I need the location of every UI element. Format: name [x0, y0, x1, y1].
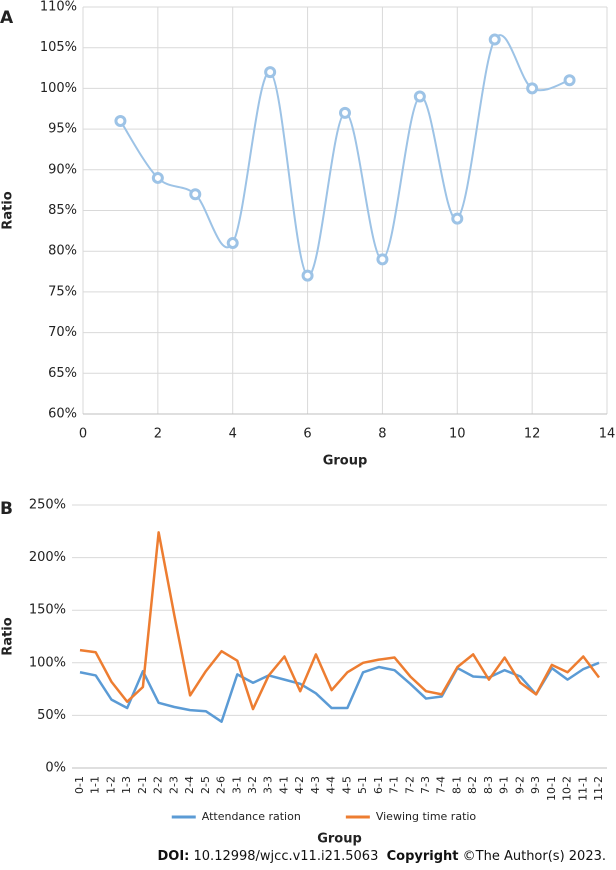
x-tick-label: 2-1	[136, 776, 149, 794]
x-tick-label: 0	[79, 427, 87, 442]
panel-label: A	[0, 8, 14, 28]
marker	[376, 253, 389, 266]
marker	[301, 269, 314, 282]
y-axis-label: Ratio	[1, 191, 16, 229]
x-tick-label: 3-1	[230, 776, 243, 794]
x-tick-label: 7-2	[403, 776, 416, 794]
y-tick-label: 65%	[48, 366, 77, 381]
x-tick-label: 2-6	[215, 776, 228, 794]
y-tick-label: 80%	[48, 244, 77, 259]
x-tick-label: 7-4	[435, 776, 448, 794]
marker	[264, 66, 277, 79]
y-tick-label: 150%	[29, 603, 66, 618]
x-tick-label: 0-1	[73, 776, 86, 794]
marker	[563, 74, 576, 87]
x-tick-label: 5-1	[356, 776, 369, 794]
series-line	[79, 531, 601, 711]
x-tick-label: 8-3	[482, 776, 495, 794]
y-tick-label: 110%	[40, 0, 77, 15]
y-tick-label: 60%	[48, 407, 77, 422]
marker	[151, 171, 164, 184]
panel-label: B	[0, 499, 13, 519]
doi-label: DOI:	[157, 849, 190, 864]
x-tick-label: 9-1	[498, 776, 511, 794]
x-tick-label: 10	[449, 427, 466, 442]
y-tick-label: 50%	[37, 708, 66, 723]
x-tick-label: 1-2	[104, 776, 117, 794]
x-tick-label: 12	[524, 427, 541, 442]
x-tick-label: 8-2	[466, 776, 479, 794]
x-tick-label: 2-5	[199, 776, 212, 794]
legend-label: Attendance ration	[202, 810, 301, 823]
x-tick-label: 4-3	[309, 776, 322, 794]
marker	[189, 188, 202, 201]
x-axis-label: Group	[323, 454, 368, 469]
marker	[488, 33, 501, 46]
x-tick-label: 2	[154, 427, 162, 442]
x-tick-label: 10-1	[545, 776, 558, 801]
x-tick-label: 6	[303, 427, 311, 442]
x-tick-label: 11-1	[576, 776, 589, 801]
y-axis-label: Ratio	[1, 617, 16, 655]
marker	[526, 82, 539, 95]
y-tick-label: 85%	[48, 203, 77, 218]
x-tick-label: 4-1	[277, 776, 290, 794]
x-tick-label: 11-2	[592, 776, 605, 801]
y-tick-label: 95%	[48, 122, 77, 137]
y-tick-label: 70%	[48, 325, 77, 340]
x-tick-label: 3-2	[246, 776, 259, 794]
copyright-label: Copyright	[386, 849, 459, 864]
x-tick-label: 4-4	[325, 776, 338, 794]
marker	[339, 106, 351, 119]
x-tick-label: 6-1	[372, 776, 385, 794]
x-tick-label: 10-2	[561, 776, 574, 801]
x-tick-label: 4	[229, 427, 237, 442]
marker	[413, 90, 426, 103]
x-axis-label: Group	[317, 832, 362, 847]
x-tick-label: 3-3	[262, 776, 275, 794]
y-tick-label: 250%	[29, 498, 66, 513]
y-tick-label: 200%	[29, 550, 66, 565]
x-tick-label: 4-2	[293, 776, 306, 794]
series-line	[79, 661, 600, 723]
y-tick-label: 0%	[45, 761, 66, 776]
series-line	[119, 34, 570, 277]
legend-label: Viewing time ratio	[376, 810, 477, 823]
y-tick-label: 105%	[40, 40, 77, 55]
y-tick-label: 90%	[48, 162, 77, 177]
x-tick-label: 1-3	[120, 776, 133, 794]
x-tick-label: 8-1	[450, 776, 463, 794]
y-tick-label: 100%	[40, 81, 77, 96]
marker	[226, 237, 239, 250]
x-tick-label: 9-2	[513, 776, 526, 794]
y-tick-label: 100%	[29, 655, 66, 670]
x-tick-label: 7-3	[419, 776, 432, 794]
x-tick-label: 4-5	[340, 776, 353, 794]
x-tick-label: 14	[599, 427, 616, 442]
marker	[114, 114, 127, 127]
x-tick-label: 7-1	[388, 776, 401, 794]
doi: 10.12998/wjcc.v11.i21.5063	[193, 849, 379, 864]
copyright: ©The Author(s) 2023.	[462, 849, 606, 864]
x-tick-label: 9-3	[529, 776, 542, 794]
x-tick-label: 8	[378, 427, 386, 442]
footer: DOI: 10.12998/wjcc.v11.i21.5063 Copyrigh…	[0, 849, 606, 864]
marker	[451, 212, 464, 225]
x-tick-label: 2-2	[152, 776, 165, 794]
x-tick-label: 1-1	[89, 776, 102, 794]
x-tick-label: 2-3	[167, 776, 180, 794]
y-tick-label: 75%	[48, 284, 77, 299]
chart: 60%65%70%75%80%85%90%95%100%105%110%0 2 4 6…	[0, 0, 616, 847]
x-tick-label: 2-4	[183, 776, 196, 794]
